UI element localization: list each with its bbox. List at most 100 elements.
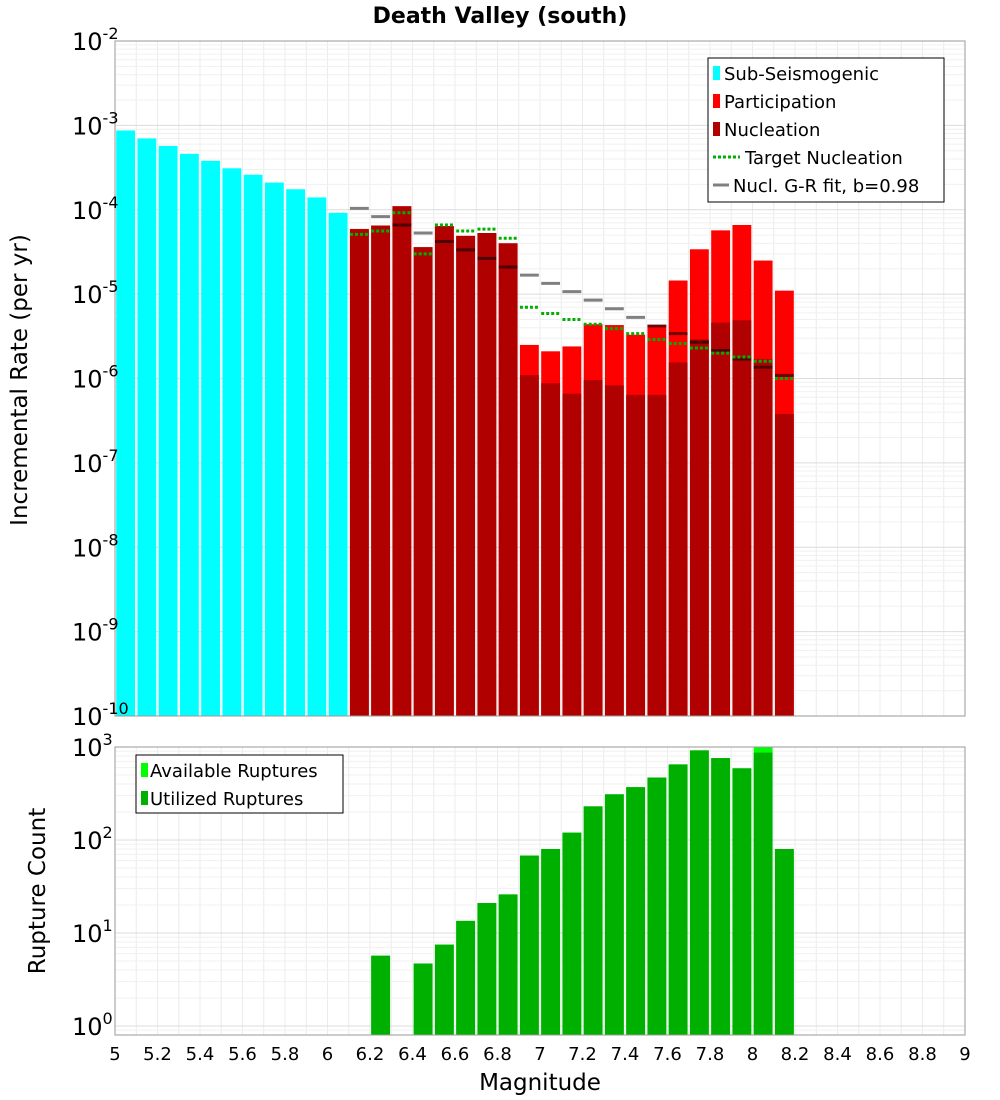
subseismogenic-bar xyxy=(116,130,136,717)
count-bars xyxy=(371,747,794,1035)
rate-fit-lines xyxy=(349,206,794,380)
x-tick-label: 8.8 xyxy=(908,1044,937,1065)
nucleation-bar xyxy=(689,339,709,716)
x-tick-label: 5.6 xyxy=(228,1044,257,1065)
subseismogenic-bar xyxy=(328,212,348,716)
rate-y-tick-label: 10-3 xyxy=(72,108,119,140)
x-tick-label: 5.8 xyxy=(271,1044,300,1065)
count-y-tick-label: 100 xyxy=(72,1009,113,1041)
count-plot-frame xyxy=(114,746,966,1036)
nucleation-bar xyxy=(477,233,497,716)
rate-y-tick-label: 10-9 xyxy=(72,615,119,647)
x-tick-label: 9 xyxy=(959,1044,970,1065)
subseismogenic-bar xyxy=(264,182,284,716)
nucleation-bar xyxy=(434,226,454,716)
legend-swatch-available xyxy=(141,763,148,777)
utilized-ruptures-bar xyxy=(519,855,539,1035)
rate-panel: 10-10 10-9 10-8 10-7 10-6 10-5 10-4 10-3 10-2 In… xyxy=(7,24,966,731)
rate-y-tick-label: 10-6 xyxy=(72,362,119,394)
rate-y-tick-label: 10-4 xyxy=(72,193,119,225)
utilized-ruptures-bar xyxy=(774,849,794,1035)
utilized-ruptures-bar xyxy=(498,894,518,1035)
x-tick-label: 6.8 xyxy=(483,1044,512,1065)
legend-label-available: Available Ruptures xyxy=(150,761,318,782)
chart-title: Death Valley (south) xyxy=(373,4,628,29)
legend-swatch-nucleation xyxy=(713,122,720,136)
x-tick-label: 5.2 xyxy=(143,1044,172,1065)
nucleation-bar xyxy=(456,235,476,716)
utilized-ruptures-bar xyxy=(668,764,688,1035)
count-x-ticks: 5 5.2 5.4 5.6 5.8 6 6.2 6.4 6.6 6.8 7 7.2 7.4 7.6 7.8 8… xyxy=(109,1044,970,1065)
utilized-ruptures-bar xyxy=(604,794,624,1035)
x-tick-label: 7.4 xyxy=(611,1044,640,1065)
x-tick-label: 5.4 xyxy=(186,1044,215,1065)
x-tick-label: 8.2 xyxy=(781,1044,810,1065)
utilized-ruptures-bar xyxy=(456,920,476,1035)
subseismogenic-bar xyxy=(179,153,199,716)
subseismogenic-bar xyxy=(307,197,327,717)
count-y-tick-label: 101 xyxy=(72,916,113,948)
x-tick-label: 8 xyxy=(747,1044,758,1065)
legend-swatch-participation xyxy=(713,94,720,108)
rate-bars xyxy=(116,130,794,717)
nucleation-bar xyxy=(604,385,624,716)
legend-label-subseismogenic: Sub-Seismogenic xyxy=(724,64,879,85)
nucleation-bar xyxy=(371,225,391,716)
rate-y-tick-label: 10-10 xyxy=(72,699,129,731)
utilized-ruptures-bar xyxy=(434,944,454,1035)
nucleation-bar xyxy=(562,393,582,716)
x-tick-label: 6.2 xyxy=(356,1044,385,1065)
nucleation-bar xyxy=(668,362,688,716)
utilized-ruptures-bar xyxy=(541,849,561,1035)
nucleation-bar xyxy=(732,320,752,716)
utilized-ruptures-bar xyxy=(562,832,582,1035)
utilized-ruptures-bar xyxy=(413,963,433,1035)
rate-y-ticks: 10-10 10-9 10-8 10-7 10-6 10-5 10-4 10-3 10-2 xyxy=(72,24,129,731)
utilized-ruptures-bar xyxy=(711,758,731,1035)
x-tick-label: 7.8 xyxy=(696,1044,725,1065)
subseismogenic-bar xyxy=(222,168,242,716)
utilized-ruptures-bar xyxy=(583,806,603,1035)
legend-swatch-utilized xyxy=(141,791,148,805)
x-tick-label: 7 xyxy=(534,1044,545,1065)
count-legend: Available Ruptures Utilized Ruptures xyxy=(135,754,344,814)
nucleation-bar xyxy=(626,394,646,716)
legend-label-target-nucleation: Target Nucleation xyxy=(744,148,903,169)
x-tick-label: 8.4 xyxy=(823,1044,852,1065)
x-tick-label: 5 xyxy=(109,1044,120,1065)
rate-y-tick-label: 10-5 xyxy=(72,277,119,309)
utilized-ruptures-bar xyxy=(732,768,752,1035)
count-y-tick-label: 102 xyxy=(72,823,113,855)
count-legend-box xyxy=(135,754,344,814)
rate-plot-frame xyxy=(114,40,966,717)
utilized-ruptures-bar xyxy=(477,903,497,1035)
nucleation-bar xyxy=(753,359,773,716)
utilized-ruptures-bar xyxy=(626,787,646,1035)
legend-label-nucleation: Nucleation xyxy=(724,120,820,141)
legend-label-participation: Participation xyxy=(724,92,836,113)
x-tick-label: 8.6 xyxy=(866,1044,895,1065)
nucleation-bar xyxy=(349,229,369,717)
utilized-ruptures-bar xyxy=(753,752,773,1035)
rate-legend-box xyxy=(707,57,945,203)
nucleation-bar xyxy=(413,247,433,716)
nucleation-bar xyxy=(519,375,539,716)
count-y-axis-label: Rupture Count xyxy=(25,808,51,974)
legend-label-gr-fit: Nucl. G-R fit, b=0.98 xyxy=(733,176,919,197)
rate-y-axis-label: Incremental Rate (per yr) xyxy=(7,234,33,526)
utilized-ruptures-bar xyxy=(371,955,391,1035)
rate-y-tick-label: 10-8 xyxy=(72,530,119,562)
nucleation-bar xyxy=(541,383,561,716)
rate-y-tick-label: 10-7 xyxy=(72,446,119,478)
subseismogenic-bar xyxy=(201,160,221,717)
count-y-ticks: 100 101 102 103 xyxy=(72,730,113,1041)
utilized-ruptures-bar xyxy=(647,777,667,1035)
rate-y-tick-label: 10-2 xyxy=(72,24,119,56)
x-tick-label: 6.4 xyxy=(398,1044,427,1065)
count-y-tick-label: 103 xyxy=(72,730,113,762)
legend-label-utilized: Utilized Ruptures xyxy=(150,789,303,810)
nucleation-bar xyxy=(711,322,731,716)
x-tick-label: 6.6 xyxy=(441,1044,470,1065)
x-axis-label: Magnitude xyxy=(479,1070,601,1096)
